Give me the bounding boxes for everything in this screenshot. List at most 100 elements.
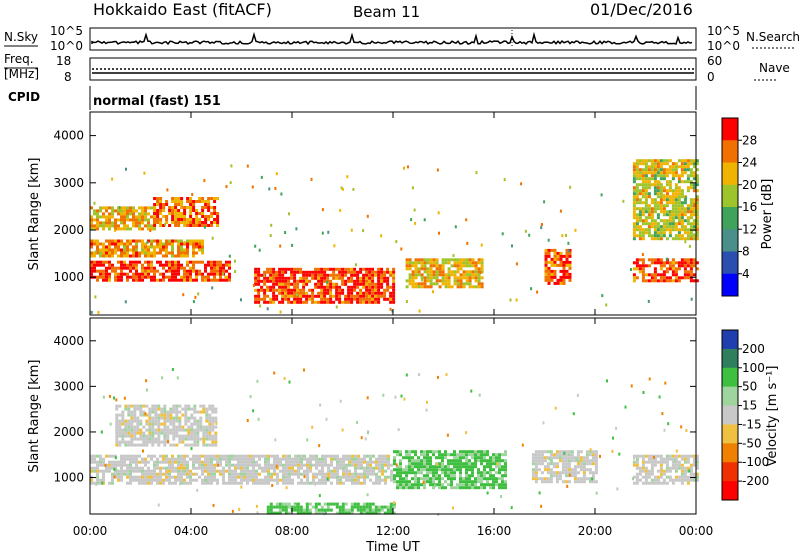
heatmap-cell bbox=[142, 431, 146, 435]
heatmap-cell bbox=[638, 219, 642, 223]
heatmap-cell bbox=[553, 248, 557, 252]
heatmap-cell bbox=[254, 279, 258, 283]
heatmap-cell bbox=[222, 481, 225, 485]
heatmap-cell bbox=[305, 273, 309, 277]
heatmap-cell bbox=[129, 460, 132, 464]
heatmap-cell bbox=[658, 395, 661, 399]
heatmap-cell bbox=[166, 425, 170, 429]
heatmap-cell bbox=[180, 460, 183, 464]
heatmap-cell bbox=[127, 407, 131, 411]
heatmap-cell bbox=[386, 511, 390, 515]
heatmap-cell bbox=[594, 465, 598, 469]
heatmap-cell bbox=[374, 288, 378, 292]
heatmap-cell bbox=[692, 222, 696, 226]
heatmap-cell bbox=[582, 456, 586, 460]
heatmap-cell bbox=[638, 168, 642, 172]
heatmap-cell bbox=[181, 413, 185, 417]
heatmap-cell bbox=[138, 460, 141, 464]
heatmap-cell bbox=[531, 462, 535, 466]
heatmap-cell bbox=[374, 273, 378, 277]
heatmap-cell bbox=[477, 279, 481, 283]
heatmap-cell bbox=[180, 469, 183, 473]
heatmap-cell bbox=[257, 297, 261, 301]
heatmap-cell bbox=[138, 206, 141, 210]
heatmap-cell bbox=[113, 467, 116, 471]
heatmap-cell bbox=[278, 267, 282, 271]
heatmap-cell bbox=[132, 460, 135, 464]
heatmap-cell bbox=[447, 279, 451, 283]
heatmap-cell bbox=[90, 218, 93, 222]
heatmap-cell bbox=[695, 207, 699, 211]
heatmap-cell bbox=[564, 453, 568, 457]
heatmap-cell bbox=[165, 239, 168, 243]
heatmap-cell bbox=[564, 462, 568, 466]
heatmap-cell bbox=[228, 463, 231, 467]
heatmap-cell bbox=[291, 457, 294, 461]
heatmap-cell bbox=[163, 407, 167, 411]
heatmap-cell bbox=[282, 469, 285, 473]
heatmap-cell bbox=[308, 273, 312, 277]
heatmap-cell bbox=[306, 478, 309, 482]
heatmap-cell bbox=[638, 189, 642, 193]
heatmap-cell bbox=[303, 481, 306, 485]
heatmap-cell bbox=[267, 475, 270, 479]
heatmap-cell bbox=[429, 462, 432, 466]
heatmap-cell bbox=[408, 471, 411, 475]
heatmap-cell bbox=[656, 234, 660, 238]
heatmap-cell bbox=[435, 273, 439, 277]
heatmap-cell bbox=[329, 282, 333, 286]
heatmap-cell bbox=[504, 471, 507, 475]
heatmap-cell bbox=[198, 260, 201, 264]
heatmap-cell bbox=[193, 416, 197, 420]
heatmap-cell bbox=[347, 297, 351, 301]
heatmap-cell bbox=[480, 471, 483, 475]
heatmap-cell bbox=[665, 225, 669, 229]
heatmap-cell bbox=[192, 242, 195, 246]
heatmap-cell bbox=[692, 189, 696, 193]
heatmap-cell bbox=[656, 186, 660, 190]
heatmap-cell bbox=[204, 200, 208, 203]
heatmap-cell bbox=[405, 267, 409, 271]
heatmap-cell bbox=[219, 472, 222, 476]
heatmap-cell bbox=[96, 475, 99, 479]
heatmap-cell bbox=[692, 258, 696, 262]
colorbar-tick-label: 200 bbox=[742, 342, 765, 356]
heatmap-cell bbox=[118, 419, 122, 423]
heatmap-cell bbox=[692, 186, 696, 190]
heatmap-cell bbox=[126, 251, 129, 255]
heatmap-cell bbox=[665, 192, 669, 196]
heatmap-cell bbox=[465, 282, 469, 286]
colorbar-swatch bbox=[722, 140, 738, 163]
heatmap-cell bbox=[174, 239, 177, 243]
heatmap-cell bbox=[380, 285, 384, 289]
heatmap-cell bbox=[129, 242, 132, 246]
heatmap-cell bbox=[632, 204, 636, 208]
heatmap-cell bbox=[422, 480, 425, 484]
heatmap-cell bbox=[695, 201, 699, 205]
heatmap-cell bbox=[559, 263, 563, 267]
heatmap-cell bbox=[417, 471, 420, 475]
heatmap-cell bbox=[695, 195, 699, 199]
heatmap-cell bbox=[237, 463, 240, 467]
heatmap-cell bbox=[653, 276, 657, 280]
heatmap-cell bbox=[665, 267, 669, 271]
heatmap-cell bbox=[677, 463, 681, 467]
heatmap-cell bbox=[372, 460, 375, 464]
heatmap-cell bbox=[366, 469, 369, 473]
heatmap-cell bbox=[368, 273, 372, 277]
heatmap-cell bbox=[477, 477, 480, 481]
heatmap-cell bbox=[594, 462, 598, 466]
heatmap-cell bbox=[177, 269, 180, 273]
heatmap-cell bbox=[408, 279, 412, 283]
heatmap-cell bbox=[284, 291, 288, 295]
heatmap-cell bbox=[471, 285, 475, 289]
heatmap-cell bbox=[162, 460, 165, 464]
heatmap-cell bbox=[665, 261, 669, 265]
heatmap-cell bbox=[153, 472, 156, 476]
heatmap-cell bbox=[177, 251, 180, 255]
heatmap-cell bbox=[641, 180, 645, 184]
heatmap-cell bbox=[383, 273, 387, 277]
heatmap-cell bbox=[677, 207, 681, 211]
heatmap-cell bbox=[281, 300, 285, 304]
heatmap-cell bbox=[465, 474, 468, 478]
